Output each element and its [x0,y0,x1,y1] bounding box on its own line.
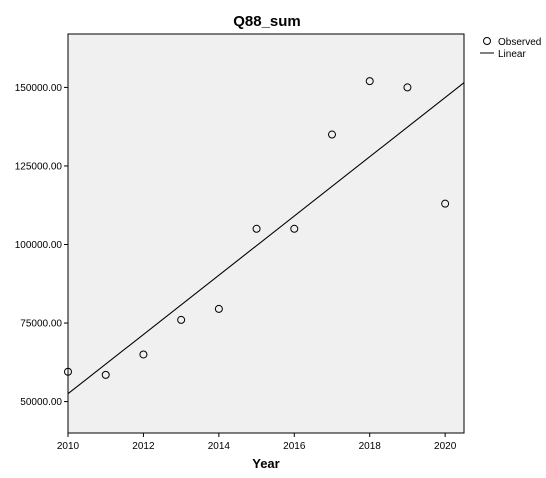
observed-point [365,77,374,86]
x-tick-label: 2010 [57,441,80,452]
x-tick-label: 2018 [359,441,382,452]
observed-point [101,370,110,379]
observed-point [177,315,186,324]
x-tick-label: 2014 [208,441,231,452]
observed-point [64,367,72,376]
x-axis-label: Year [252,456,279,471]
y-tick-label: 50000.00 [20,397,62,408]
x-tick-label: 2012 [132,441,155,452]
x-tick-label: 2020 [434,441,457,452]
legend: Observed Linear [480,37,541,60]
y-tick-label: 75000.00 [20,319,62,330]
y-axis: 50000.00 75000.00 100000.00 125000.00 150000… [15,83,68,408]
observed-point [403,83,412,92]
series-layer [64,77,465,395]
legend-observed-label: Observed [498,37,541,48]
observed-point [441,199,450,208]
plot-area [67,33,465,434]
linear-fit-line [67,82,465,395]
y-tick-label: 100000.00 [15,240,63,251]
observed-point [328,130,336,139]
chart-title: Q88_sum [233,13,301,30]
y-tick-label: 125000.00 [15,161,63,172]
legend-linear-label: Linear [498,49,526,60]
legend-observed-marker [483,37,491,45]
observed-point [214,304,223,313]
observed-point [139,350,148,359]
x-axis: 2010 2012 2014 2016 2018 2020 [57,433,457,452]
y-tick-label: 150000.00 [15,83,63,94]
observed-point [252,224,261,233]
observed-point [290,224,299,233]
x-tick-label: 2016 [283,441,306,452]
